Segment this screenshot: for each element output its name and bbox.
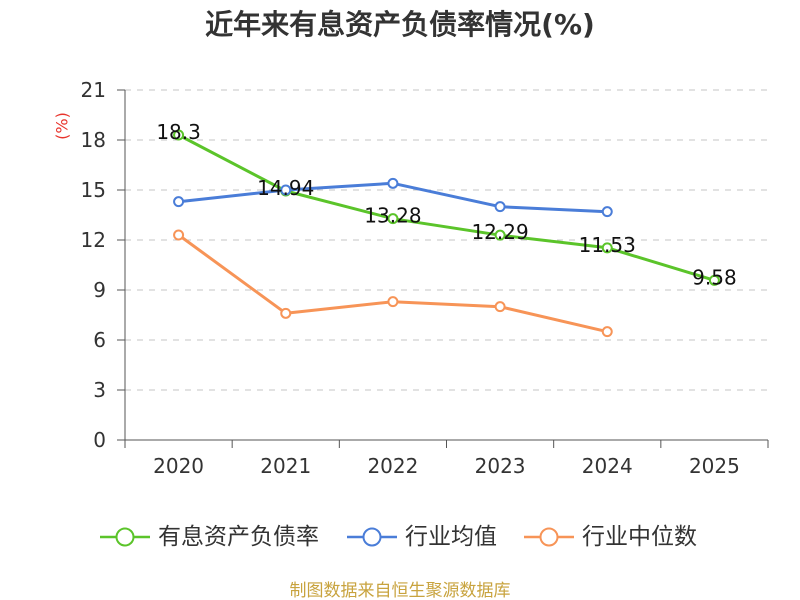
data-point-industry-median [173, 229, 185, 241]
legend-label: 行业中位数 [582, 524, 697, 550]
legend-marker-icon [362, 527, 382, 547]
data-point-interest-bearing-debt-ratio [173, 129, 185, 141]
y-tick-label: 18 [81, 128, 106, 152]
y-axis: 0 3 6 9 12 15 18 21 [81, 78, 126, 452]
legend-item-interest-bearing-debt-ratio[interactable]: 有息资产负债率 [100, 524, 319, 550]
legend-item-industry-median[interactable]: 行业中位数 [524, 524, 697, 550]
series-line-interest-bearing-debt-ratio [177, 133, 716, 282]
grid [125, 89, 768, 391]
data-point-industry-median [601, 326, 613, 338]
y-tick-label: 3 [93, 378, 106, 402]
data-point-interest-bearing-debt-ratio [494, 229, 506, 241]
data-point-interest-bearing-debt-ratio [387, 213, 399, 225]
data-point-industry-average [280, 184, 292, 196]
x-tick-label: 2024 [582, 454, 633, 478]
x-tick-label: 2022 [367, 454, 418, 478]
data-point-industry-median [494, 301, 506, 313]
data-label: 9.58 [692, 265, 737, 289]
y-tick-label: 9 [93, 278, 106, 302]
data-label: 14.94 [257, 176, 314, 200]
y-tick-label: 12 [81, 228, 106, 252]
data-point-interest-bearing-debt-ratio [601, 242, 613, 254]
data-labels: 18.3 14.94 13.28 12.29 11.53 9.58 [156, 120, 736, 289]
legend-marker-icon [539, 527, 559, 547]
data-label: 11.53 [579, 233, 636, 257]
data-point-industry-average [387, 177, 399, 189]
legend-label: 有息资产负债率 [158, 524, 319, 550]
x-tick-label: 2021 [260, 454, 311, 478]
chart-title: 近年来有息资产负债率情况(%) [205, 8, 595, 41]
x-axis: 2020 2021 2022 2023 2024 2025 [124, 439, 769, 478]
y-tick-label: 21 [81, 78, 106, 102]
data-label: 13.28 [364, 204, 421, 228]
series-group [173, 129, 720, 338]
data-point-industry-median [280, 307, 292, 319]
data-point-industry-average [173, 196, 185, 208]
legend-item-industry-average[interactable]: 行业均值 [347, 524, 497, 550]
y-tick-label: 6 [93, 328, 106, 352]
x-tick-label: 2020 [153, 454, 204, 478]
x-tick-label: 2025 [689, 454, 740, 478]
legend-label: 行业均值 [405, 524, 497, 550]
legend: 有息资产负债率 行业均值 行业中位数 [100, 524, 697, 550]
data-label: 12.29 [471, 220, 528, 244]
data-point-industry-median [387, 296, 399, 308]
data-point-interest-bearing-debt-ratio [708, 274, 720, 286]
legend-marker-icon [115, 527, 135, 547]
data-label: 18.3 [156, 120, 201, 144]
y-tick-label: 0 [93, 428, 106, 452]
data-point-industry-average [494, 201, 506, 213]
data-source-note: 制图数据来自恒生聚源数据库 [290, 581, 511, 600]
data-point-industry-average [601, 206, 613, 218]
x-tick-label: 2023 [475, 454, 526, 478]
y-tick-label: 15 [81, 178, 106, 202]
series-line-industry-median [177, 233, 609, 334]
y-axis-label: (%) [53, 112, 72, 140]
